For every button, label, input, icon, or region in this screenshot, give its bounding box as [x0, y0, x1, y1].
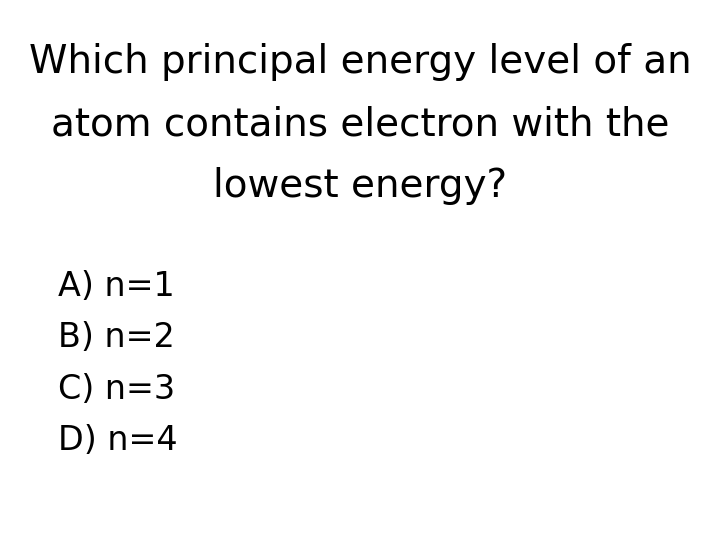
Text: A) n=1: A) n=1	[58, 270, 174, 303]
Text: lowest energy?: lowest energy?	[213, 167, 507, 205]
Text: B) n=2: B) n=2	[58, 321, 174, 354]
Text: Which principal energy level of an: Which principal energy level of an	[29, 43, 691, 81]
Text: D) n=4: D) n=4	[58, 424, 177, 457]
Text: C) n=3: C) n=3	[58, 373, 175, 406]
Text: atom contains electron with the: atom contains electron with the	[50, 105, 670, 143]
